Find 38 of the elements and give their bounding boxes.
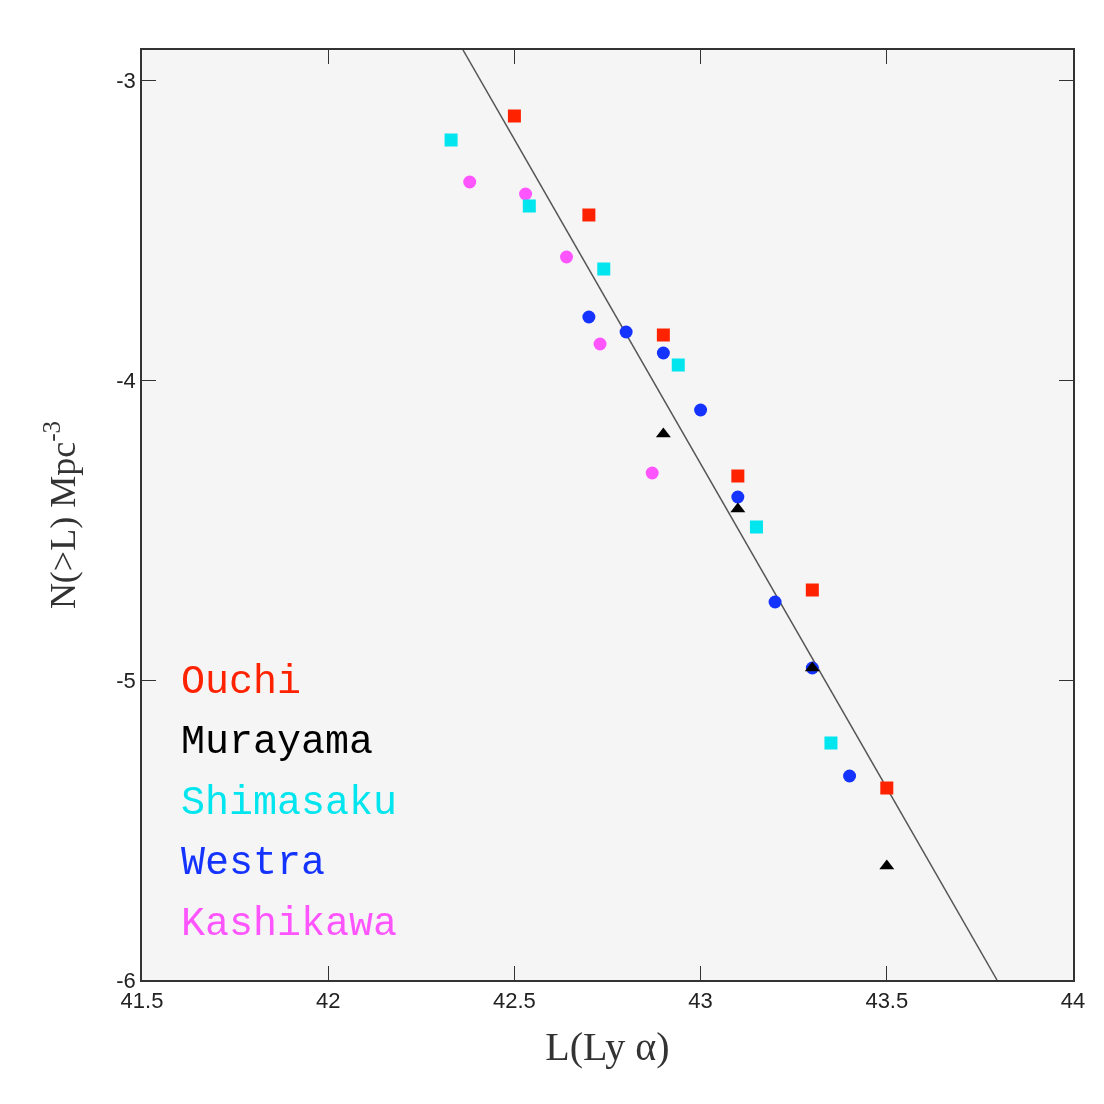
point	[671, 358, 685, 372]
point	[694, 403, 708, 417]
point	[768, 595, 782, 609]
point	[597, 262, 611, 276]
point	[805, 583, 819, 597]
point	[444, 133, 458, 147]
y-tick-label: -5	[116, 667, 136, 693]
text: Ouchi	[181, 660, 302, 705]
x-tick-label: 43	[688, 988, 713, 1014]
point	[824, 736, 838, 750]
point	[582, 310, 596, 324]
point	[645, 466, 659, 480]
y-tick-label: -4	[116, 367, 136, 393]
text: Kashikawa	[181, 902, 398, 947]
point	[843, 769, 857, 783]
point	[560, 250, 574, 264]
point	[582, 208, 596, 222]
point	[463, 175, 477, 189]
text: Shimasaku	[181, 781, 398, 826]
point	[522, 199, 536, 213]
x-tick-label: 42.5	[492, 988, 536, 1014]
point	[593, 337, 607, 351]
point	[519, 187, 533, 201]
x-tick-label: 43.5	[865, 988, 909, 1014]
text: Westra	[181, 841, 326, 886]
x-tick-label: 44	[1060, 988, 1086, 1014]
point	[507, 109, 521, 123]
text: Murayama	[181, 720, 374, 765]
y-tick-label: -3	[116, 67, 136, 93]
point	[731, 490, 745, 504]
point	[656, 328, 670, 342]
point	[880, 781, 894, 795]
x-tick-label: 42	[315, 988, 341, 1014]
point	[619, 325, 633, 339]
point	[731, 469, 745, 483]
point	[749, 520, 763, 534]
point	[656, 346, 670, 360]
x-axis-title: L(Ly α)	[545, 1024, 670, 1070]
